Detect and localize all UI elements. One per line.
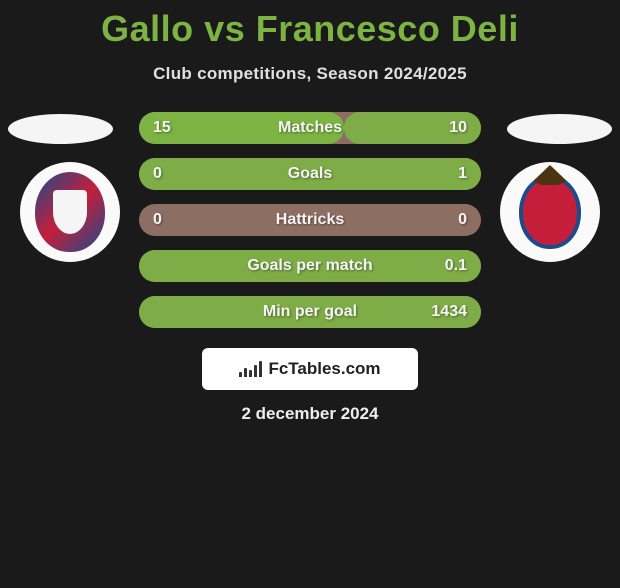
stat-value-right: 1434	[431, 303, 467, 321]
stat-label: Goals	[288, 165, 332, 183]
brand-text: FcTables.com	[268, 359, 380, 379]
stat-rows: 15 Matches 10 0 Goals 1 0 Hattricks 0 Go…	[139, 112, 481, 328]
club-badge-right	[500, 162, 600, 262]
subtitle: Club competitions, Season 2024/2025	[0, 64, 620, 84]
stat-row-goals-per-match: Goals per match 0.1	[139, 250, 481, 282]
club-crest-icon	[519, 175, 581, 249]
player-left-avatar-placeholder	[8, 114, 113, 144]
stat-value-right: 1	[458, 165, 467, 183]
stat-value-left: 0	[153, 165, 162, 183]
stat-value-right: 0.1	[445, 257, 467, 275]
stat-row-matches: 15 Matches 10	[139, 112, 481, 144]
brand-badge[interactable]: FcTables.com	[202, 348, 418, 390]
club-crest-icon	[35, 172, 105, 252]
stat-label: Matches	[278, 119, 342, 137]
stat-label: Min per goal	[263, 303, 357, 321]
stats-container: 15 Matches 10 0 Goals 1 0 Hattricks 0 Go…	[0, 112, 620, 328]
player-right-avatar-placeholder	[507, 114, 612, 144]
chart-icon	[239, 361, 262, 377]
stat-label: Hattricks	[276, 211, 344, 229]
stat-row-hattricks: 0 Hattricks 0	[139, 204, 481, 236]
page-title: Gallo vs Francesco Deli	[0, 8, 620, 50]
date-label: 2 december 2024	[0, 404, 620, 424]
club-badge-left	[20, 162, 120, 262]
stat-label: Goals per match	[247, 257, 372, 275]
stat-row-min-per-goal: Min per goal 1434	[139, 296, 481, 328]
stat-value-right: 0	[458, 211, 467, 229]
stat-value-left: 0	[153, 211, 162, 229]
stat-value-left: 15	[153, 119, 171, 137]
stat-value-right: 10	[449, 119, 467, 137]
stat-row-goals: 0 Goals 1	[139, 158, 481, 190]
